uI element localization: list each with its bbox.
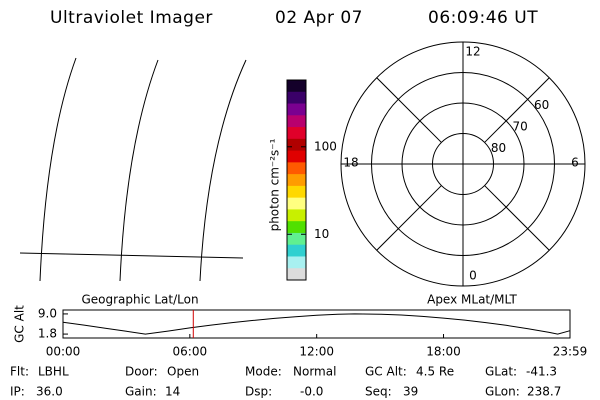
- color-band: [287, 150, 306, 163]
- mlt-spoke: [484, 77, 550, 143]
- color-band: [287, 162, 306, 175]
- color-band: [287, 268, 306, 281]
- info-label: GLon:: [485, 385, 520, 399]
- x-tick-label: 06:00: [173, 345, 208, 359]
- color-band: [287, 244, 306, 257]
- title: Ultraviolet Imager: [50, 8, 213, 28]
- color-band: [287, 80, 306, 93]
- grid-curve: [119, 59, 159, 282]
- mlt-label: 12: [465, 45, 480, 59]
- lat-label: 60: [534, 98, 549, 112]
- color-band: [287, 174, 306, 187]
- panel-label: Apex MLat/MLT: [427, 293, 517, 307]
- grid-curve: [39, 57, 77, 282]
- geo-grid: [19, 57, 247, 282]
- grid-curve: [199, 59, 247, 282]
- info-label: GLat:: [485, 365, 517, 379]
- color-band: [287, 221, 306, 234]
- info-label: Gain:: [125, 385, 157, 399]
- info-value: -0.0: [300, 385, 323, 399]
- color-band: [287, 197, 306, 210]
- date: 02 Apr 07: [275, 8, 363, 28]
- info-value: 36.0: [36, 385, 63, 399]
- y-axis-label: GC Alt: [13, 305, 27, 343]
- color-band: [287, 209, 306, 222]
- color-band: [287, 91, 306, 105]
- color-band: [287, 103, 306, 116]
- x-tick-label: 12:00: [299, 345, 334, 359]
- info-label: Flt:: [10, 365, 29, 379]
- mlt-spoke: [376, 77, 442, 143]
- colorbar-frame: [286, 79, 307, 281]
- info-label: IP:: [10, 385, 25, 399]
- y-tick-label: 1.8: [38, 327, 57, 341]
- lat-label: 70: [512, 119, 527, 133]
- info-value: -41.3: [526, 365, 557, 379]
- color-band: [287, 138, 306, 152]
- info-value: Open: [167, 365, 199, 379]
- colorbar-tick-label: 100: [314, 139, 337, 153]
- color-band: [287, 256, 306, 269]
- grid-line: [19, 252, 244, 259]
- info-label: Dsp:: [245, 385, 272, 399]
- mlt-spoke: [484, 185, 550, 251]
- y-tick-label: 9.0: [38, 306, 57, 320]
- color-band: [287, 185, 306, 199]
- lat-label: 80: [491, 141, 506, 155]
- color-band: [287, 115, 306, 128]
- mlt-label: 6: [571, 156, 579, 170]
- mlt-spoke: [376, 185, 442, 251]
- x-tick-label: 23:59: [553, 345, 588, 359]
- mlt-label: 0: [469, 269, 477, 283]
- time: 06:09:46 UT: [428, 8, 538, 28]
- x-tick-label: 00:00: [46, 345, 81, 359]
- info-label: GC Alt:: [365, 365, 407, 379]
- mlt-label: 18: [343, 156, 358, 170]
- altitude-line: [62, 313, 571, 335]
- x-tick-label: 18:00: [426, 345, 461, 359]
- info-value: 14: [165, 385, 180, 399]
- info-value: 4.5 Re: [416, 365, 454, 379]
- info-label: Door:: [125, 365, 158, 379]
- colorbar-label: photon cm⁻²s⁻¹: [268, 138, 282, 231]
- color-band: [287, 232, 306, 246]
- info-value: 238.7: [527, 385, 561, 399]
- info-value: LBHL: [38, 365, 69, 379]
- info-label: Seq:: [365, 385, 392, 399]
- color-band: [287, 127, 306, 140]
- panel-label: Geographic Lat/Lon: [81, 293, 198, 307]
- info-label: Mode:: [245, 365, 282, 379]
- colorbar-tick-label: 10: [314, 227, 329, 241]
- info-value: Normal: [293, 365, 336, 379]
- info-value: 39: [403, 385, 418, 399]
